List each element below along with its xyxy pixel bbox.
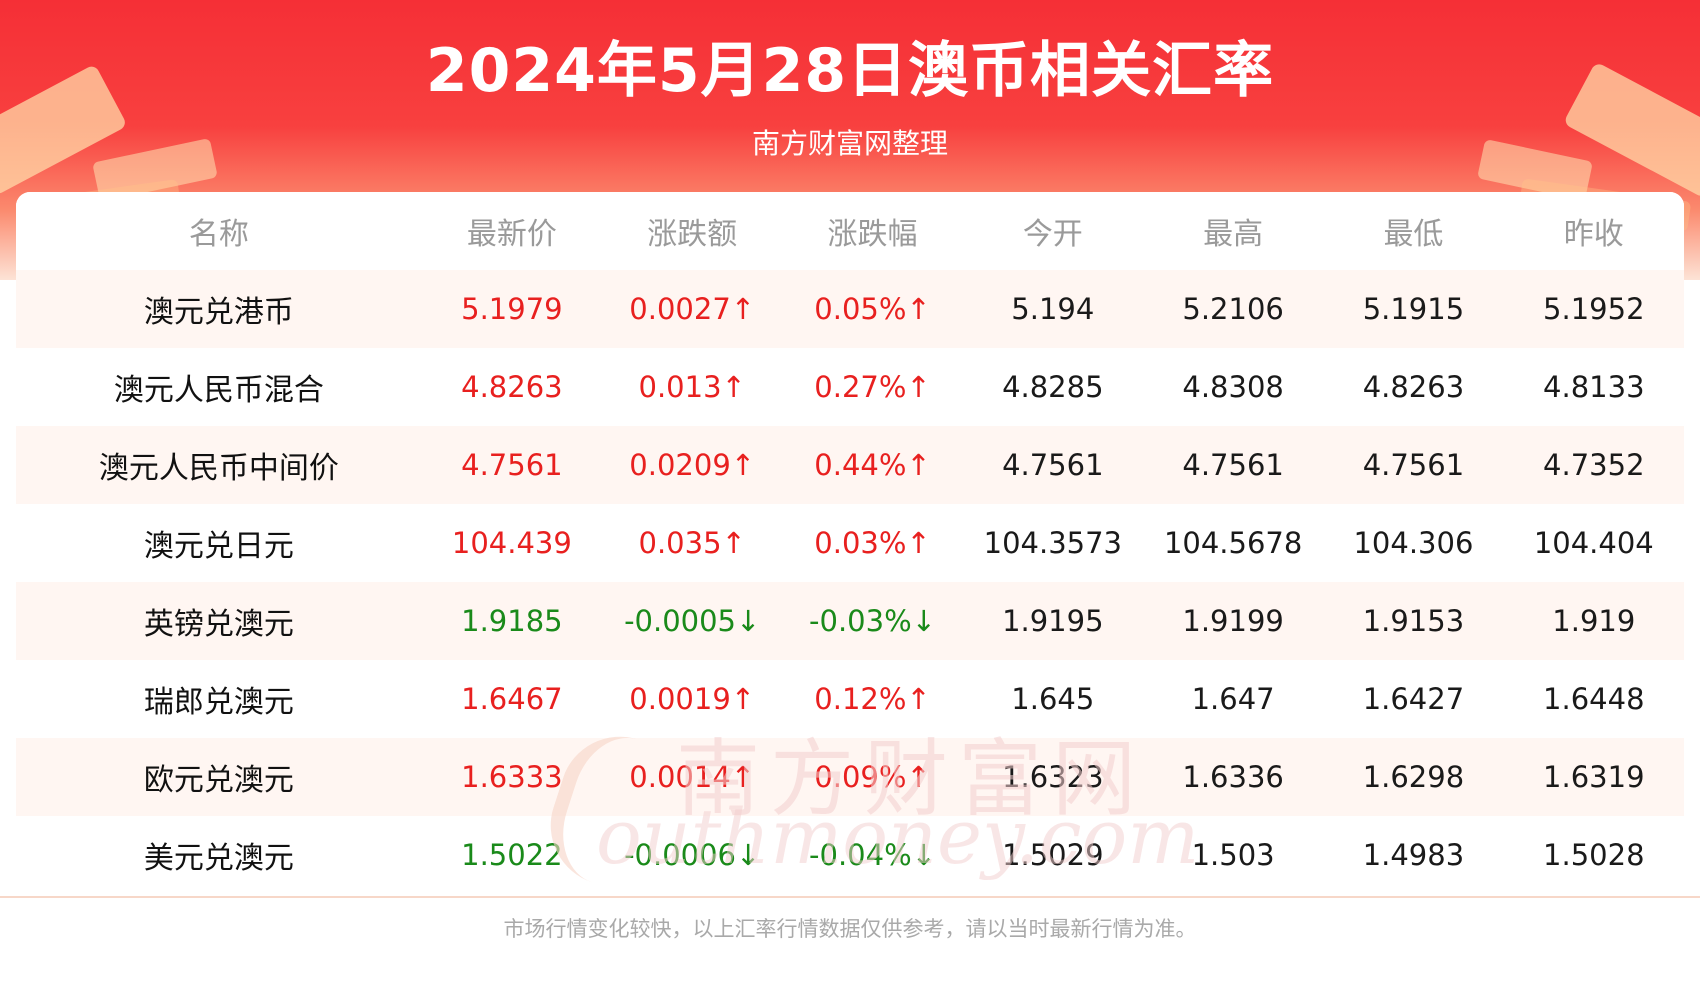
cell-change-pct: -0.03%↓	[782, 582, 963, 660]
column-header-open: 今开	[962, 192, 1143, 270]
cell-open: 5.194	[962, 270, 1143, 348]
cell-low: 1.4983	[1323, 816, 1504, 894]
cell-high: 1.9199	[1142, 582, 1324, 660]
cell-change-pct: 0.09%↑	[782, 738, 963, 816]
cell-change-pct: 0.27%↑	[782, 348, 963, 426]
cell-high: 1.6336	[1142, 738, 1324, 816]
cell-open: 1.9195	[962, 582, 1143, 660]
cell-prev-close: 104.404	[1503, 504, 1684, 582]
cell-name: 英镑兑澳元	[16, 582, 422, 660]
table-row: 澳元兑日元 104.439 0.035↑ 0.03%↑ 104.3573 104.5678…	[16, 504, 1684, 582]
exchange-rate-table: 名称 最新价 涨跌额 涨跌幅 今开 最高 最低 昨收 澳元兑港币 5.1979 0.…	[16, 192, 1684, 894]
cell-change-pct: 0.03%↑	[782, 504, 963, 582]
cell-low: 5.1915	[1323, 270, 1504, 348]
cell-high: 4.7561	[1142, 426, 1324, 504]
cell-low: 104.306	[1323, 504, 1504, 582]
cell-open: 1.645	[962, 660, 1143, 738]
page-subtitle: 南方财富网整理	[751, 127, 948, 160]
footer-divider	[0, 896, 1700, 898]
cell-high: 1.503	[1142, 816, 1324, 894]
column-header-change-pct: 涨跌幅	[782, 192, 963, 270]
cell-high: 5.2106	[1142, 270, 1324, 348]
cell-low: 4.8263	[1323, 348, 1504, 426]
cell-low: 4.7561	[1323, 426, 1504, 504]
cell-open: 1.5029	[962, 816, 1143, 894]
table-row: 欧元兑澳元 1.6333 0.0014↑ 0.09%↑ 1.6323 1.6336 1.62…	[16, 738, 1684, 816]
cell-latest: 1.6467	[421, 660, 603, 738]
column-header-name: 名称	[16, 192, 422, 270]
cell-low: 1.6427	[1323, 660, 1504, 738]
table-row: 英镑兑澳元 1.9185 -0.0005↓ -0.03%↓ 1.9195 1.9199 1.…	[16, 582, 1684, 660]
cell-change: 0.013↑	[602, 348, 783, 426]
cell-change-pct: -0.04%↓	[782, 816, 963, 894]
cell-change: 0.0019↑	[602, 660, 783, 738]
page-title: 2024年5月28日澳币相关汇率	[425, 36, 1275, 106]
column-header-change: 涨跌额	[602, 192, 783, 270]
cell-latest: 104.439	[421, 504, 603, 582]
cell-low: 1.9153	[1323, 582, 1504, 660]
cell-name: 澳元人民币中间价	[16, 426, 422, 504]
cell-name: 澳元人民币混合	[16, 348, 422, 426]
rates-card: 名称 最新价 涨跌额 涨跌幅 今开 最高 最低 昨收 澳元兑港币 5.1979 0.…	[16, 192, 1684, 898]
column-header-low: 最低	[1323, 192, 1504, 270]
cell-low: 1.6298	[1323, 738, 1504, 816]
cell-prev-close: 1.5028	[1503, 816, 1684, 894]
cell-latest: 1.9185	[421, 582, 603, 660]
cell-prev-close: 4.8133	[1503, 348, 1684, 426]
cell-prev-close: 5.1952	[1503, 270, 1684, 348]
table-row: 瑞郎兑澳元 1.6467 0.0019↑ 0.12%↑ 1.645 1.647 1.6427…	[16, 660, 1684, 738]
cell-name: 澳元兑日元	[16, 504, 422, 582]
cell-change: 0.035↑	[602, 504, 783, 582]
cell-open: 4.7561	[962, 426, 1143, 504]
cell-change: -0.0005↓	[602, 582, 783, 660]
table-row: 澳元人民币混合 4.8263 0.013↑ 0.27%↑ 4.8285 4.8308 4.8…	[16, 348, 1684, 426]
column-header-high: 最高	[1142, 192, 1324, 270]
cell-name: 欧元兑澳元	[16, 738, 422, 816]
cell-latest: 5.1979	[421, 270, 603, 348]
cell-prev-close: 1.6448	[1503, 660, 1684, 738]
cell-name: 美元兑澳元	[16, 816, 422, 894]
cell-change-pct: 0.12%↑	[782, 660, 963, 738]
cell-high: 1.647	[1142, 660, 1324, 738]
table-row: 澳元人民币中间价 4.7561 0.0209↑ 0.44%↑ 4.7561 4.7561 4…	[16, 426, 1684, 504]
table-row: 澳元兑港币 5.1979 0.0027↑ 0.05%↑ 5.194 5.2106 5.191…	[16, 270, 1684, 348]
cell-open: 4.8285	[962, 348, 1143, 426]
column-header-latest: 最新价	[421, 192, 603, 270]
cell-change: 0.0027↑	[602, 270, 783, 348]
cell-latest: 1.5022	[421, 816, 603, 894]
cell-latest: 4.8263	[421, 348, 603, 426]
column-header-prev-close: 昨收	[1503, 192, 1684, 270]
cell-name: 澳元兑港币	[16, 270, 422, 348]
cell-change: -0.0006↓	[602, 816, 783, 894]
cell-prev-close: 1.919	[1503, 582, 1684, 660]
table-body: 澳元兑港币 5.1979 0.0027↑ 0.05%↑ 5.194 5.2106 5.191…	[16, 270, 1684, 894]
cell-latest: 1.6333	[421, 738, 603, 816]
table-header: 名称 最新价 涨跌额 涨跌幅 今开 最高 最低 昨收	[16, 192, 1684, 270]
cell-open: 104.3573	[962, 504, 1143, 582]
cell-change-pct: 0.44%↑	[782, 426, 963, 504]
table-row: 美元兑澳元 1.5022 -0.0006↓ -0.04%↓ 1.5029 1.503 1.4…	[16, 816, 1684, 894]
cell-high: 4.8308	[1142, 348, 1324, 426]
cell-change: 0.0209↑	[602, 426, 783, 504]
cell-prev-close: 4.7352	[1503, 426, 1684, 504]
cell-latest: 4.7561	[421, 426, 603, 504]
cell-prev-close: 1.6319	[1503, 738, 1684, 816]
cell-change-pct: 0.05%↑	[782, 270, 963, 348]
cell-open: 1.6323	[962, 738, 1143, 816]
cell-name: 瑞郎兑澳元	[16, 660, 422, 738]
footer-disclaimer: 市场行情变化较快，以上汇率行情数据仅供参考，请以当时最新行情为准。	[503, 917, 1197, 941]
cell-change: 0.0014↑	[602, 738, 783, 816]
cell-high: 104.5678	[1142, 504, 1324, 582]
